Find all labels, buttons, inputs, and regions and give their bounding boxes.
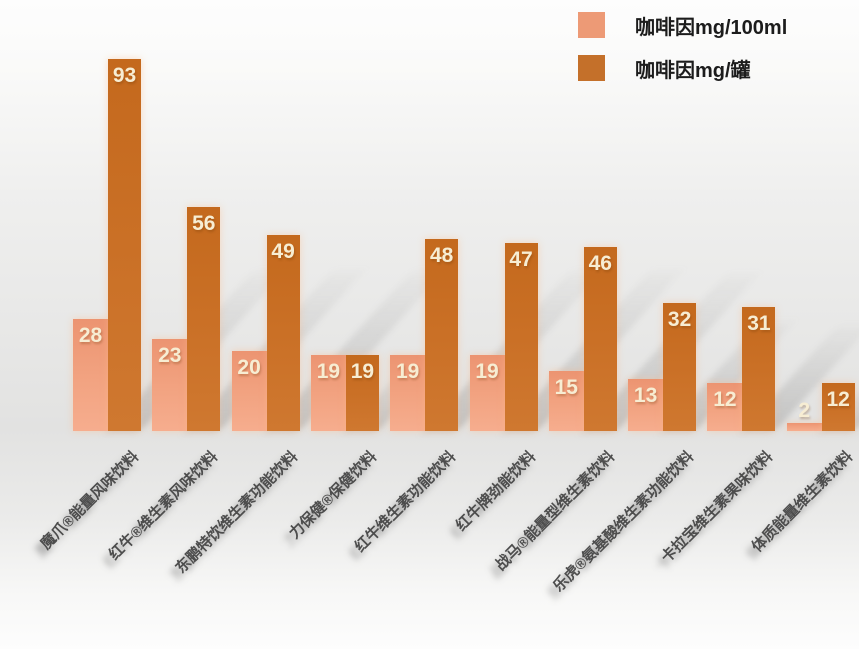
bar-group: 2 12 bbox=[786, 0, 859, 431]
bar-value-label: 2 bbox=[798, 399, 811, 422]
bar-group: 20 49 bbox=[231, 0, 444, 431]
bar-value-label: 56 bbox=[192, 212, 216, 235]
bar-value-label: 28 bbox=[78, 324, 103, 347]
bar-value-label: 23 bbox=[158, 344, 182, 367]
bar-value-label: 13 bbox=[633, 384, 658, 407]
bar-value-label: 31 bbox=[747, 312, 771, 335]
bar-per-100ml: 12 bbox=[707, 383, 743, 431]
bar-per-100ml: 19 bbox=[390, 355, 426, 431]
bar-value-label: 20 bbox=[237, 356, 261, 379]
plot-area: 28 93 23 56 20 49 19 19 19 48 19 47 15 46 13 32 12 31 2 12 bbox=[73, 0, 859, 431]
legend-item-per-can: 咖啡因mg/罐 bbox=[578, 55, 787, 82]
bar-per-can: 46 bbox=[583, 247, 617, 431]
bar-value-label: 93 bbox=[112, 64, 137, 87]
bar-value-label: 48 bbox=[430, 244, 454, 267]
legend-item-per-100ml: 咖啡因mg/100ml bbox=[578, 12, 788, 39]
bar-group: 19 48 bbox=[390, 0, 603, 431]
bar-group: 15 46 bbox=[548, 0, 758, 431]
category-label: 体质能量维生素饮料 bbox=[748, 448, 856, 556]
bar-value-label: 15 bbox=[554, 376, 578, 399]
chart-legend: 咖啡因mg/100ml 咖啡因mg/罐 bbox=[578, 12, 787, 98]
bar-per-can: 49 bbox=[266, 235, 300, 431]
bar-per-can: 32 bbox=[663, 303, 697, 431]
bar-per-can: 93 bbox=[108, 59, 141, 431]
bar-group: 28 93 bbox=[73, 0, 286, 431]
bar-group: 23 56 bbox=[152, 0, 365, 431]
bar-value-label: 49 bbox=[271, 240, 295, 263]
bar-value-label: 47 bbox=[509, 248, 533, 271]
bar-per-100ml: 28 bbox=[73, 319, 108, 431]
bar-value-label: 12 bbox=[713, 388, 737, 411]
bar-value-label: 19 bbox=[475, 360, 499, 383]
bar-value-label: 19 bbox=[316, 360, 341, 383]
bar-per-100ml: 15 bbox=[548, 371, 584, 431]
bar-value-label: 19 bbox=[396, 360, 420, 383]
bar-per-100ml: 23 bbox=[152, 339, 188, 431]
bar-value-label: 19 bbox=[350, 360, 375, 383]
bar-value-label: 46 bbox=[588, 252, 612, 275]
bar-value-label: 12 bbox=[826, 388, 850, 411]
legend-label-per-can: 咖啡因mg/罐 bbox=[635, 59, 751, 82]
bar-group: 12 31 bbox=[707, 0, 859, 431]
bar-per-can: 56 bbox=[187, 207, 221, 431]
legend-swatch-per-can bbox=[578, 55, 605, 81]
bar-per-100ml: 2 bbox=[786, 399, 822, 431]
bar-value-label: 32 bbox=[667, 308, 692, 331]
bar-per-100ml: 20 bbox=[231, 351, 267, 431]
bar-group: 19 19 bbox=[310, 0, 438, 431]
bar-per-100ml: 19 bbox=[310, 355, 346, 431]
bar-per-can: 31 bbox=[742, 307, 776, 431]
bar-per-100ml: 13 bbox=[628, 379, 664, 431]
bar-per-100ml: 19 bbox=[469, 355, 505, 431]
bar-per-can: 12 bbox=[821, 383, 855, 431]
bar-group: 13 32 bbox=[628, 0, 795, 431]
bar-per-can: 19 bbox=[345, 355, 379, 431]
legend-swatch-per-100ml bbox=[578, 12, 605, 38]
bar-per-can: 47 bbox=[504, 243, 538, 431]
bar-per-can: 48 bbox=[425, 239, 459, 431]
legend-label-per-100ml: 咖啡因mg/100ml bbox=[635, 16, 788, 39]
bar-group: 19 47 bbox=[469, 0, 682, 431]
